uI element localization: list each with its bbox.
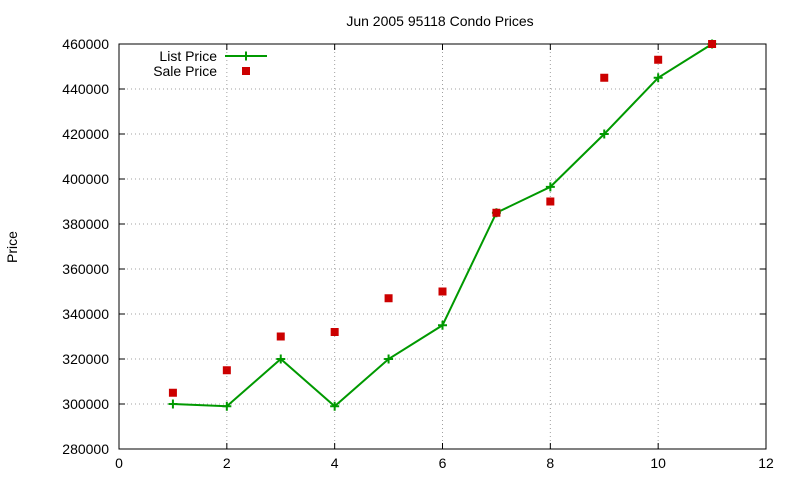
legend-label-sale-price: Sale Price [153,63,217,79]
sale-price-point [276,332,285,341]
axes: 0 2 4 6 8 10 12 280000 300000 320000 340000 360000 3… [62,36,774,471]
y-tick-label: 300000 [62,396,109,412]
sale-price-point [546,197,555,206]
sale-price-point [492,208,501,217]
y-tick-label: 320000 [62,351,109,367]
x-tick-label: 4 [331,455,339,471]
y-tick-label: 400000 [62,171,109,187]
list-price-point [330,401,340,411]
y-tick-label: 420000 [62,126,109,142]
x-tick-label: 6 [439,455,447,471]
list-price-point [384,354,394,364]
sale-price-point [330,328,339,336]
plot-area [168,39,717,411]
legend-marker-sale-price [242,67,250,75]
sale-price-point [168,388,177,397]
y-axis-label: Price [4,231,20,263]
x-tick-label: 12 [758,455,774,471]
list-price-point [599,129,609,139]
sale-price-point [438,287,447,296]
sale-price-point [654,55,663,64]
list-price-line [172,43,713,408]
x-tick-label: 8 [546,455,554,471]
y-tick-label: 360000 [62,261,109,277]
list-price-point [653,73,663,83]
chart-title: Jun 2005 95118 Condo Prices [346,13,533,29]
x-tick-label: 2 [223,455,231,471]
y-tick-label: 440000 [62,81,109,97]
x-tick-label: 10 [650,455,666,471]
legend-label-list-price: List Price [159,48,217,64]
list-price-point [276,354,286,364]
list-price-point [222,401,232,411]
y-tick-label: 340000 [62,306,109,322]
y-tick-label: 380000 [62,216,109,232]
grid-lines [119,44,766,449]
sale-price-point [708,40,717,48]
list-price-point [545,182,555,192]
sale-price-point [222,366,231,375]
sale-price-point [384,294,393,303]
legend-marker-list-price [241,51,251,61]
list-price-point [168,399,178,409]
list-price-point [438,320,447,330]
x-tick-label: 0 [115,455,123,471]
y-tick-label: 460000 [62,36,109,52]
sale-price-series [168,40,717,397]
list-price-series [168,39,717,411]
sale-price-point [600,73,609,82]
y-tick-label: 280000 [62,441,109,457]
